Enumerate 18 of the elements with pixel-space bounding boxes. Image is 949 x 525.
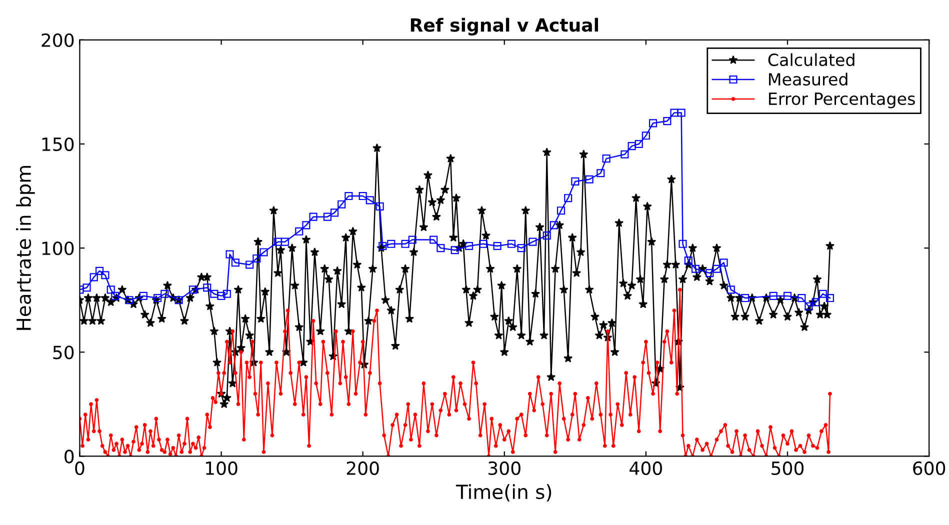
y-tick-label: 100: [42, 242, 74, 256]
y-tick-label: 200: [42, 33, 74, 48]
y-tick-label: 150: [42, 137, 74, 152]
x-tick-label: 200: [346, 461, 379, 476]
y-tick-label: 0: [64, 450, 74, 464]
x-tick-label: 400: [630, 461, 662, 476]
chart-title: Ref signal v Actual: [410, 18, 598, 36]
y-tick-label: 50: [53, 346, 74, 360]
x-tick-label: 0: [75, 461, 84, 476]
x-tick-label: 300: [488, 461, 520, 476]
legend-label: Error Percentages: [769, 92, 915, 108]
x-tick-label: 100: [206, 461, 238, 476]
x-axis-title: Time(in s): [456, 484, 552, 502]
legend-label: Measured: [769, 72, 848, 86]
legend-label: Calculated: [768, 53, 854, 66]
x-tick-label: 600: [913, 461, 946, 476]
y-axis-title: Heartrate in bpm: [16, 166, 35, 330]
x-tick-label: 500: [772, 461, 804, 476]
